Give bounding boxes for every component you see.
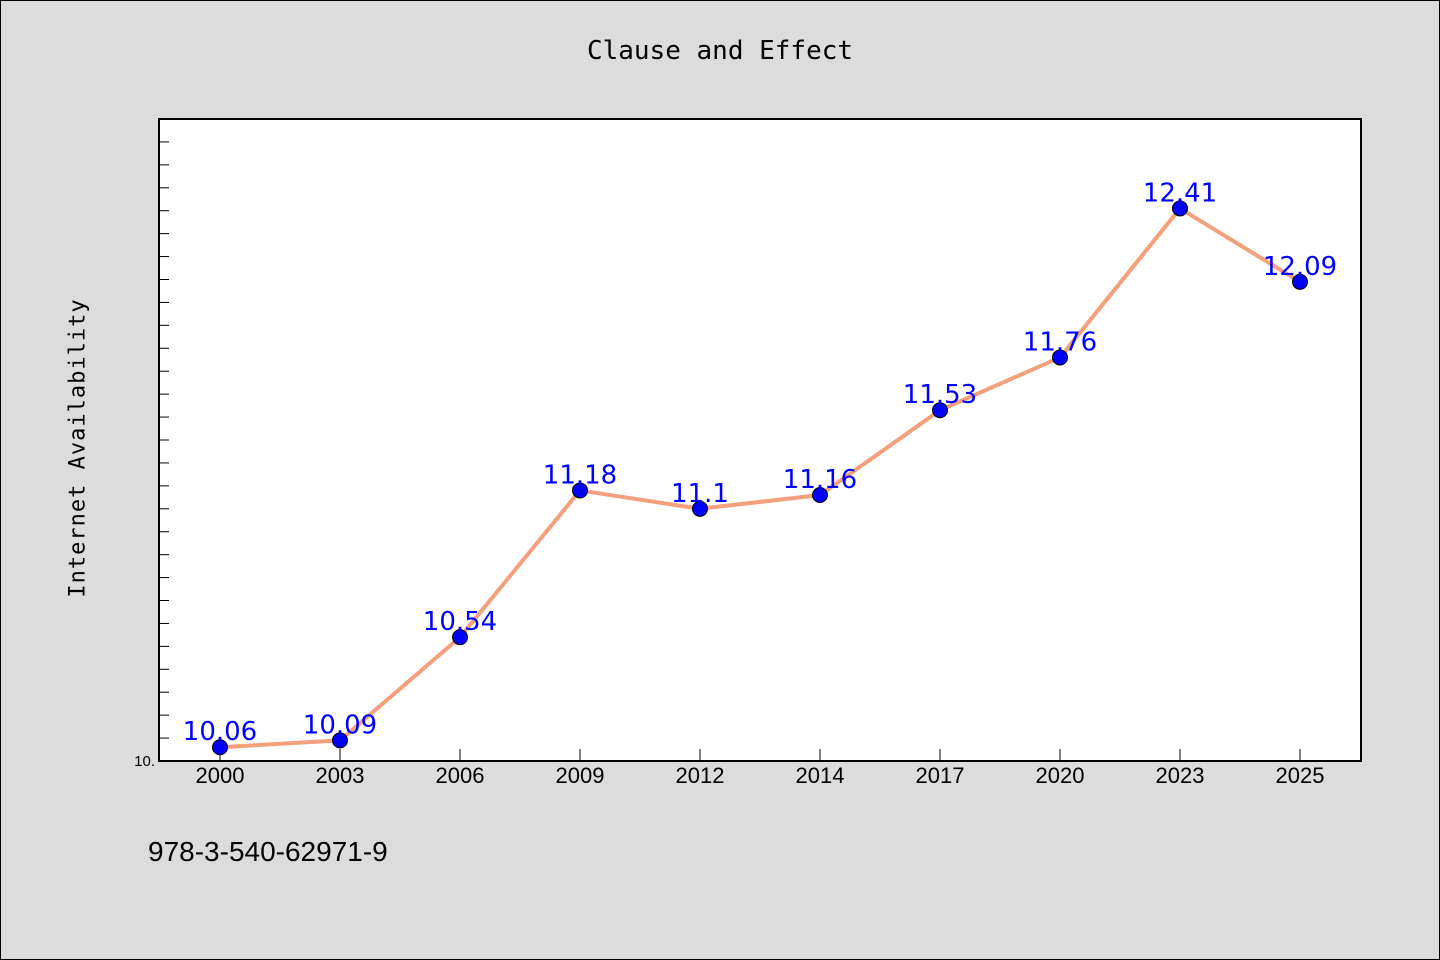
data-point [692, 500, 708, 517]
footer-code: 978-3-540-62971-9 [148, 836, 388, 867]
x-tick-label: 2012 [676, 763, 725, 788]
data-point [1052, 349, 1068, 366]
data-label: 10.09 [303, 710, 377, 740]
x-tick-label: 2014 [796, 763, 845, 788]
data-point [812, 487, 828, 504]
data-label: 11.1 [671, 479, 729, 509]
chart-title: Clause and Effect [586, 36, 854, 66]
x-tick-label: 2017 [916, 763, 965, 788]
x-tick-label: 2009 [556, 763, 605, 788]
data-label: 11.16 [783, 465, 857, 495]
data-label: 12.09 [1263, 252, 1337, 282]
x-tick-label: 2006 [436, 763, 485, 788]
data-point [212, 739, 228, 756]
x-tick-label: 2020 [1036, 763, 1085, 788]
data-point [452, 629, 468, 646]
data-point [932, 402, 948, 419]
x-tick-label: 2000 [196, 763, 245, 788]
data-point [1172, 200, 1188, 217]
data-point [332, 732, 348, 749]
x-tick-label: 2023 [1156, 763, 1205, 788]
data-point [1292, 273, 1308, 290]
x-tick-label: 2025 [1276, 763, 1325, 788]
y-tick-label: 10. [134, 753, 155, 770]
plot-area [158, 118, 1362, 762]
data-label: 10.54 [423, 607, 497, 637]
series-line [218, 206, 1302, 750]
data-label: 12.41 [1143, 178, 1217, 208]
data-label: 10.06 [183, 717, 257, 747]
data-label: 11.53 [903, 380, 977, 410]
data-label: 11.76 [1023, 327, 1097, 357]
data-label: 11.18 [543, 460, 617, 490]
x-tick-label: 2003 [316, 763, 365, 788]
data-point [572, 482, 588, 499]
